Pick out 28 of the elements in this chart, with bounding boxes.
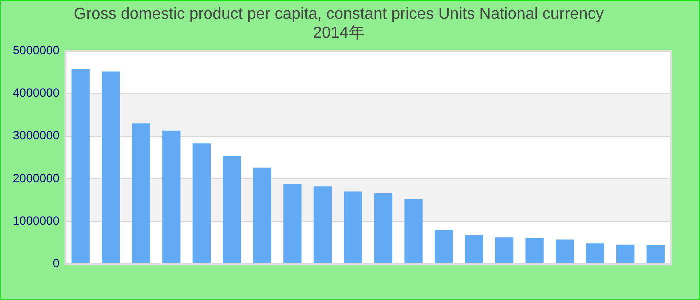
bar [314,186,332,264]
bar [192,144,211,264]
bar [223,156,242,264]
bar [434,230,454,264]
bar [102,72,120,264]
y-tick-label: 3000000 [13,128,60,143]
y-tick-label: 4000000 [13,86,60,100]
y-tick-label: 2000000 [13,171,60,186]
bar [253,168,272,264]
bar [586,244,604,264]
bar [556,240,574,264]
bar [344,192,362,264]
bar [404,199,423,264]
chart-title: Gross domestic product per capita, constant prices Units National currency [74,6,604,24]
y-tick-label: 0 [53,256,60,270]
y-tick-label: 5000000 [13,44,60,58]
bar [162,130,181,264]
bar [646,245,665,264]
bar [465,235,484,264]
bar [284,184,302,264]
bar [132,124,150,264]
bar [374,192,393,264]
chart-subtitle: 2014年 [313,25,365,42]
bar [495,238,514,264]
y-tick-label: 1000000 [13,214,60,228]
bar [526,238,544,264]
bar [72,69,90,264]
bar [616,244,635,264]
